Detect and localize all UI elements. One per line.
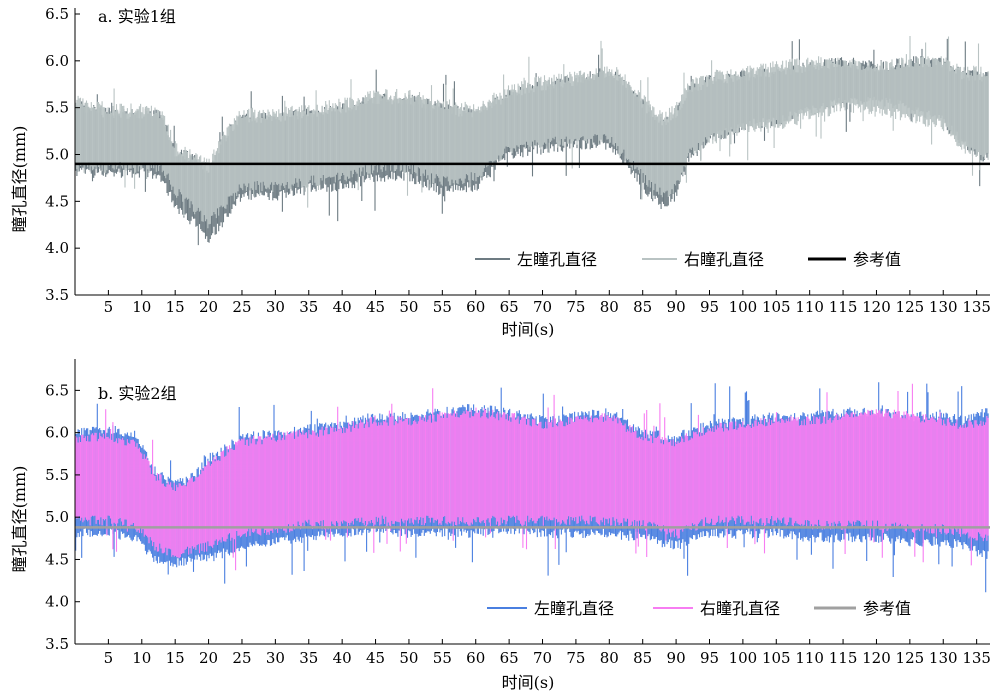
y-tick-label: 6.5	[45, 381, 69, 399]
x-tick-label: 70	[533, 649, 552, 667]
x-tick-label: 35	[299, 298, 318, 316]
x-tick-label: 30	[266, 298, 285, 316]
y-tick-label: 6.5	[45, 5, 69, 23]
y-tick-label: 4.5	[45, 550, 69, 568]
y-tick-label: 6.0	[45, 52, 69, 70]
legend-reference-label: 参考值	[853, 250, 901, 269]
panel-b-legend: 左瞳孔直径 右瞳孔直径 参考值	[487, 599, 911, 618]
legend-right-pupil-label: 右瞳孔直径	[684, 250, 764, 269]
x-tick-label: 20	[199, 298, 218, 316]
x-tick-label: 105	[762, 649, 791, 667]
x-tick-label: 120	[862, 649, 891, 667]
x-tick-label: 5	[104, 298, 114, 316]
x-tick-label: 100	[729, 298, 758, 316]
x-tick-label: 95	[700, 298, 719, 316]
x-tick-label: 60	[466, 298, 485, 316]
y-tick-label: 5.0	[45, 146, 69, 164]
x-tick-label: 55	[433, 649, 452, 667]
x-tick-label: 125	[896, 649, 925, 667]
panel-a: a. 实验1组 3.5 4.0 4.5 5.0 5.5 6.0 6.5 5 10 15 20 25 30…	[10, 5, 991, 339]
x-tick-label: 70	[533, 298, 552, 316]
x-tick-label: 60	[466, 649, 485, 667]
panel-b: b. 实验2组 3.5 4.0 4.5 5.0 5.5 6.0 6.5 5 10 15 20 25 30…	[10, 359, 991, 692]
panel-a-title: a. 实验1组	[98, 7, 176, 26]
panel-a-legend: 左瞳孔直径 右瞳孔直径 参考值	[475, 250, 901, 269]
legend-left-pupil-label: 左瞳孔直径	[517, 250, 597, 269]
x-tick-label: 130	[929, 649, 958, 667]
y-tick-label: 4.0	[45, 239, 69, 257]
panel-b-plot: 3.5 4.0 4.5 5.0 5.5 6.0 6.5 5 10 15 20 25 30 35 40 45 50…	[45, 359, 991, 667]
series-1-line	[75, 36, 989, 229]
panel-b-title: b. 实验2组	[98, 384, 177, 403]
legend-right-pupil-label: 右瞳孔直径	[700, 599, 780, 618]
x-tick-label: 40	[333, 298, 352, 316]
x-tick-label: 40	[333, 649, 352, 667]
x-tick-label: 90	[667, 649, 686, 667]
x-tick-label: 110	[795, 649, 824, 667]
x-tick-label: 135	[962, 649, 991, 667]
x-tick-label: 85	[633, 649, 652, 667]
x-tick-label: 80	[600, 298, 619, 316]
y-tick-label: 6.0	[45, 424, 69, 442]
x-tick-label: 65	[500, 649, 519, 667]
x-tick-label: 90	[667, 298, 686, 316]
x-tick-label: 15	[166, 298, 185, 316]
x-tick-label: 30	[266, 649, 285, 667]
x-tick-label: 80	[600, 649, 619, 667]
x-tick-label: 115	[829, 298, 858, 316]
x-tick-label: 65	[500, 298, 519, 316]
series-1-line	[75, 383, 989, 571]
x-tick-label: 25	[232, 649, 251, 667]
x-tick-label: 50	[399, 649, 418, 667]
y-tick-label: 5.5	[45, 99, 69, 117]
y-tick-label: 4.5	[45, 192, 69, 210]
x-tick-label: 125	[896, 298, 925, 316]
x-tick-label: 10	[132, 649, 151, 667]
panel-b-x-axis-title: 时间(s)	[502, 673, 555, 692]
x-tick-label: 50	[399, 298, 418, 316]
panel-a-y-axis-title: 瞳孔直径(mm)	[10, 126, 29, 233]
x-tick-label: 20	[199, 649, 218, 667]
y-tick-label: 5.5	[45, 466, 69, 484]
x-tick-label: 135	[962, 298, 991, 316]
y-tick-label: 4.0	[45, 593, 69, 611]
x-tick-label: 25	[232, 298, 251, 316]
x-tick-label: 100	[729, 649, 758, 667]
x-tick-label: 85	[633, 298, 652, 316]
series-1-band	[75, 383, 989, 571]
x-tick-label: 120	[862, 298, 891, 316]
x-tick-label: 110	[795, 298, 824, 316]
y-tick-label: 3.5	[45, 635, 69, 653]
y-tick-label: 5.0	[45, 508, 69, 526]
x-tick-label: 55	[433, 298, 452, 316]
x-tick-label: 105	[762, 298, 791, 316]
panel-a-plot: 3.5 4.0 4.5 5.0 5.5 6.0 6.5 5 10 15 20 25 30 35 40 45 50…	[45, 5, 991, 316]
x-tick-label: 45	[366, 298, 385, 316]
panel-b-y-axis-title: 瞳孔直径(mm)	[10, 466, 29, 573]
x-tick-label: 10	[132, 298, 151, 316]
x-tick-label: 45	[366, 649, 385, 667]
x-tick-label: 95	[700, 649, 719, 667]
x-tick-label: 75	[566, 298, 585, 316]
x-tick-label: 115	[829, 649, 858, 667]
x-tick-label: 75	[566, 649, 585, 667]
y-tick-label: 3.5	[45, 286, 69, 304]
panel-a-x-axis-title: 时间(s)	[502, 320, 555, 339]
series-1-band	[75, 36, 989, 229]
x-tick-label: 130	[929, 298, 958, 316]
legend-left-pupil-label: 左瞳孔直径	[534, 599, 614, 618]
legend-reference-label: 参考值	[863, 599, 911, 618]
x-tick-label: 5	[104, 649, 114, 667]
x-tick-label: 35	[299, 649, 318, 667]
x-tick-label: 15	[166, 649, 185, 667]
